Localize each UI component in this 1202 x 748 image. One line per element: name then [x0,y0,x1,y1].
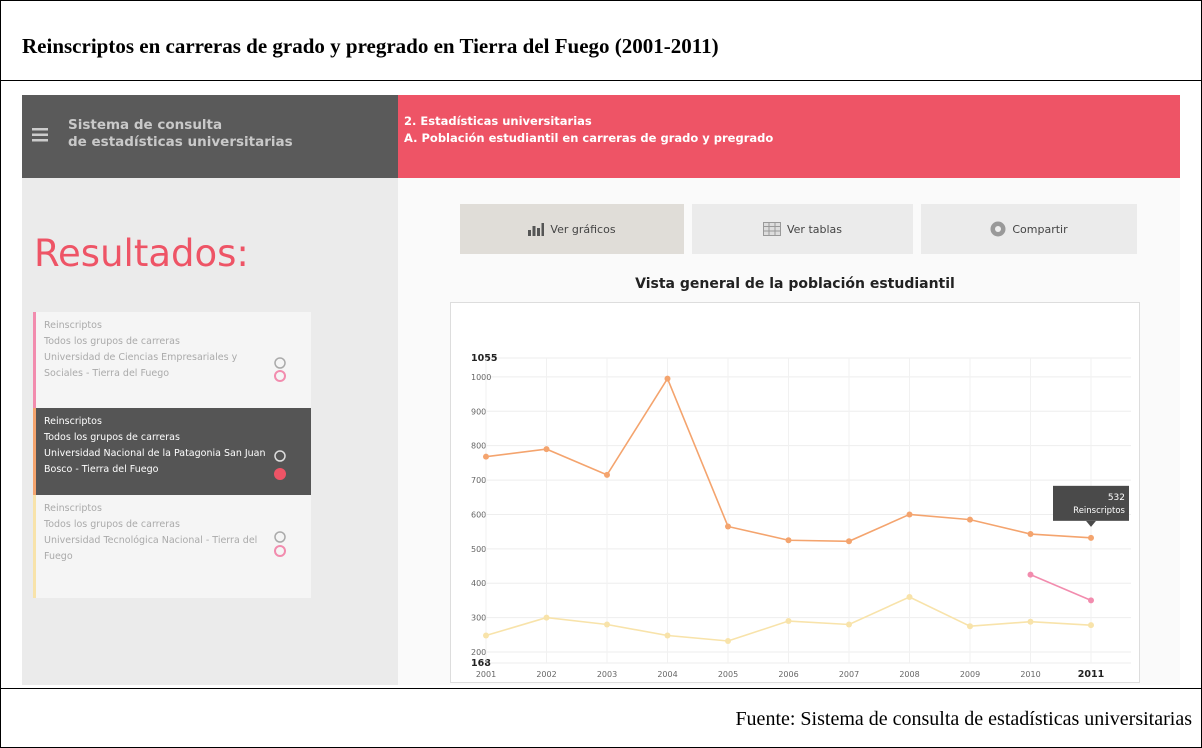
data-point [906,593,913,600]
y-tick-label: 1000 [471,373,491,382]
x-tick-label: 2011 [1078,669,1104,680]
data-point [846,538,852,545]
result-item[interactable]: Reinscriptos Todos los grupos de carrera… [33,408,311,495]
remove-icon[interactable] [274,545,286,557]
tooltip [1053,485,1129,521]
item-line: Todos los grupos de carreras [44,432,180,443]
y-tick-label: 400 [471,579,486,588]
share-icon [990,221,1006,237]
button-label: Ver gráficos [550,222,616,236]
y-tick-label: 900 [471,407,486,416]
y-tick-label: 600 [471,510,486,519]
expand-icon[interactable] [274,357,286,369]
x-tick-label: 2010 [1020,670,1040,679]
section-line: 2. Estadísticas universitarias [404,114,592,128]
y-tick-label: 300 [471,614,486,623]
data-point [483,632,489,639]
menu-icon[interactable] [32,128,48,142]
row-rule [0,688,1202,689]
tooltip-value: 532 [1108,493,1125,503]
brand-line: de estadísticas universitarias [68,134,293,150]
brand-line: Sistema de consulta [68,117,223,133]
y-tick-label: 800 [471,442,486,451]
charts-button[interactable]: Ver gráficos [460,204,684,254]
x-tick-label: 2005 [718,670,738,679]
remove-icon[interactable] [274,370,286,382]
data-point [846,621,852,628]
data-point [1027,618,1034,625]
item-line: Reinscriptos [44,320,102,331]
data-point [967,623,973,630]
data-point [967,516,973,523]
data-point [1027,531,1034,538]
item-icons [274,357,286,557]
x-tick-label: 2008 [899,670,919,679]
x-tick-label: 2009 [960,670,980,679]
data-point [906,511,913,518]
expand-icon[interactable] [274,531,286,543]
item-line: Reinscriptos [44,503,102,514]
data-point [785,537,792,544]
y-tick-label: 500 [471,545,486,554]
tables-button[interactable]: Ver tablas [692,204,913,254]
source-note: Fuente: Sistema de consulta de estadísti… [735,708,1192,730]
x-tick-label: 2002 [536,670,556,679]
item-line: Reinscriptos [44,416,102,427]
data-point [604,471,610,478]
data-point [543,614,550,621]
section-line: A. Población estudiantil en carreras de … [404,131,774,145]
item-line: Universidad Nacional de la Patagonia San… [44,448,266,475]
data-point [1088,622,1094,629]
item-line: Todos los grupos de carreras [44,519,180,530]
x-tick-label: 2006 [778,670,798,679]
x-tick-label: 2001 [476,670,496,679]
data-point [725,523,731,530]
button-label: Compartir [1012,222,1068,236]
result-item[interactable]: Reinscriptos Todos los grupos de carrera… [33,312,311,408]
row-rule [0,80,1202,81]
result-item[interactable]: Reinscriptos Todos los grupos de carrera… [33,495,311,598]
data-point [785,618,792,625]
data-point [664,632,671,639]
data-point [1027,571,1034,578]
share-button[interactable]: Compartir [921,204,1137,254]
x-tick-label: 2004 [657,670,677,679]
remove-icon[interactable] [274,468,286,480]
brand-bar: Sistema de consulta de estadísticas univ… [22,95,398,178]
brand: Sistema de consulta de estadísticas univ… [68,117,293,151]
y-tick-label: 200 [471,648,486,657]
data-point [1088,597,1094,604]
sidebar-title: Resultados: [34,232,249,275]
item-line: Todos los grupos de carreras [44,336,180,347]
document-title: Reinscriptos en carreras de grado y preg… [22,34,719,58]
data-point [725,637,731,644]
data-point [1088,534,1094,541]
series-line [1030,573,1092,602]
x-tick-label: 2007 [839,670,859,679]
tooltip-label: Reinscriptos [1073,506,1125,516]
button-label: Ver tablas [786,222,843,236]
table-icon [762,222,781,236]
data-point [604,621,610,628]
data-point [664,375,671,382]
section: 2. Estadísticas universitarias A. Poblac… [404,113,773,147]
expand-icon[interactable] [274,450,286,462]
item-line: Universidad de Ciencias Empresariales y … [44,352,238,379]
item-line: Universidad Tecnológica Nacional - Tierr… [44,535,258,562]
section-bar: 2. Estadísticas universitarias A. Poblac… [398,95,1180,178]
data-point [543,446,550,453]
data-point [483,453,489,460]
chart-title: Vista general de la población estudianti… [635,276,955,292]
y-tick-label: 168 [471,658,491,669]
bar-icon [528,222,545,236]
tooltip-pointer [1086,520,1096,527]
y-tick-label: 1055 [471,353,497,364]
x-tick-label: 2003 [597,670,617,679]
y-tick-label: 700 [471,476,486,485]
